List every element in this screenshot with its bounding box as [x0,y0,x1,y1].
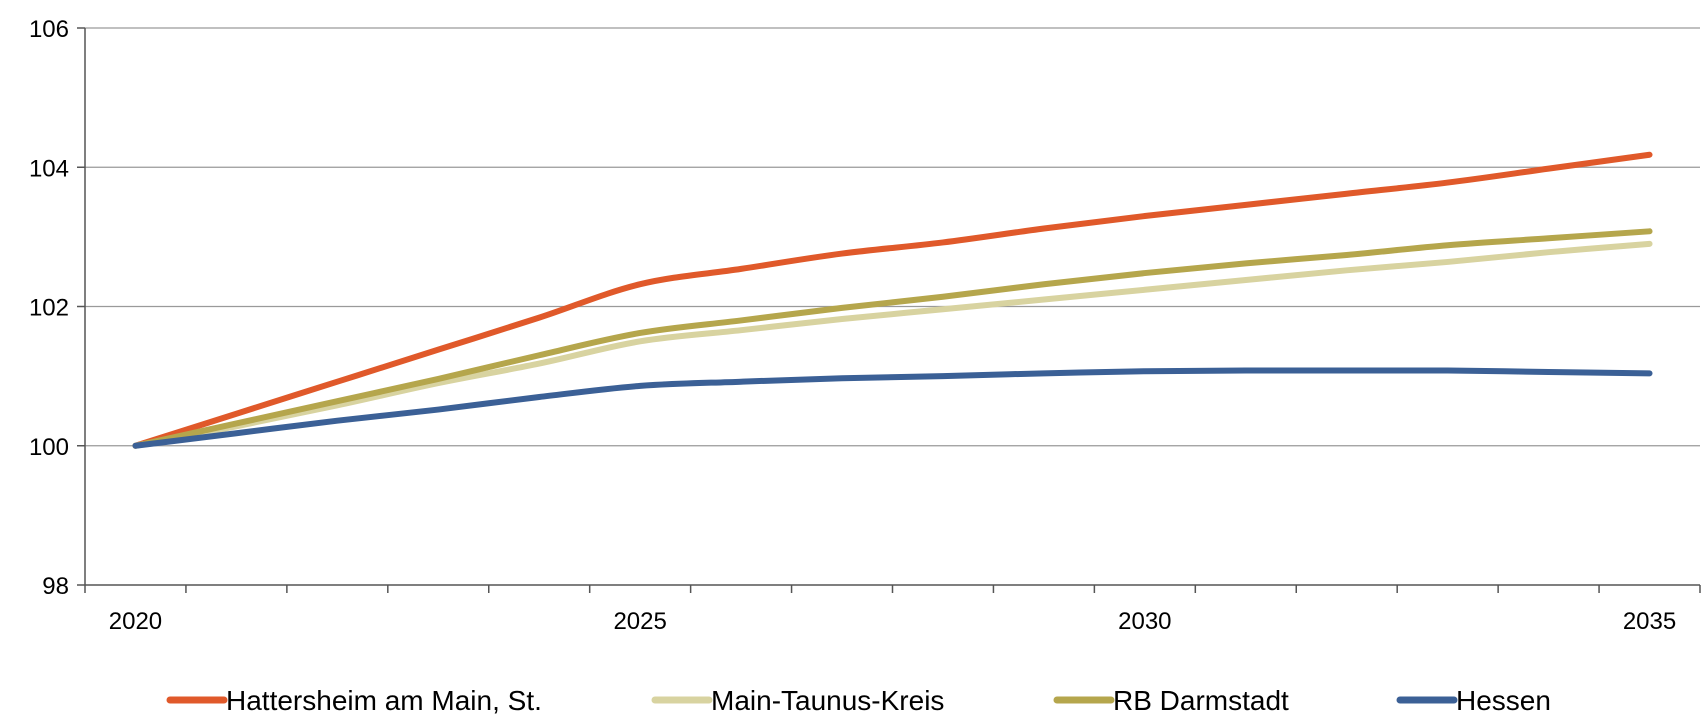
y-tick-label: 98 [42,573,69,600]
gridlines [85,27,1700,447]
series-lines [132,151,1653,449]
legend: Hattersheim am Main, St. Main-Taunus-Krei… [166,685,1551,716]
y-tick-label: 106 [29,16,69,43]
legend-label: Hattersheim am Main, St. [226,685,542,716]
series-line-2 [132,228,1653,449]
series-line-1 [132,240,1653,449]
y-tick-label: 102 [29,295,69,322]
series-line-0 [132,151,1653,449]
y-tick-label: 100 [29,434,69,461]
x-tick-label: 2025 [613,608,666,635]
x-tick-label: 2020 [109,608,162,635]
legend-label: Hessen [1456,685,1551,716]
x-tick-label: 2030 [1118,608,1171,635]
y-tick-label: 104 [29,155,69,182]
x-tick-label: 2035 [1623,608,1676,635]
series-line-3 [132,367,1653,449]
axes: 98 100 102 104 106 2020 2025 2030 2035 [29,16,1701,635]
legend-label: Main-Taunus-Kreis [711,685,944,716]
legend-label: RB Darmstadt [1113,685,1289,716]
